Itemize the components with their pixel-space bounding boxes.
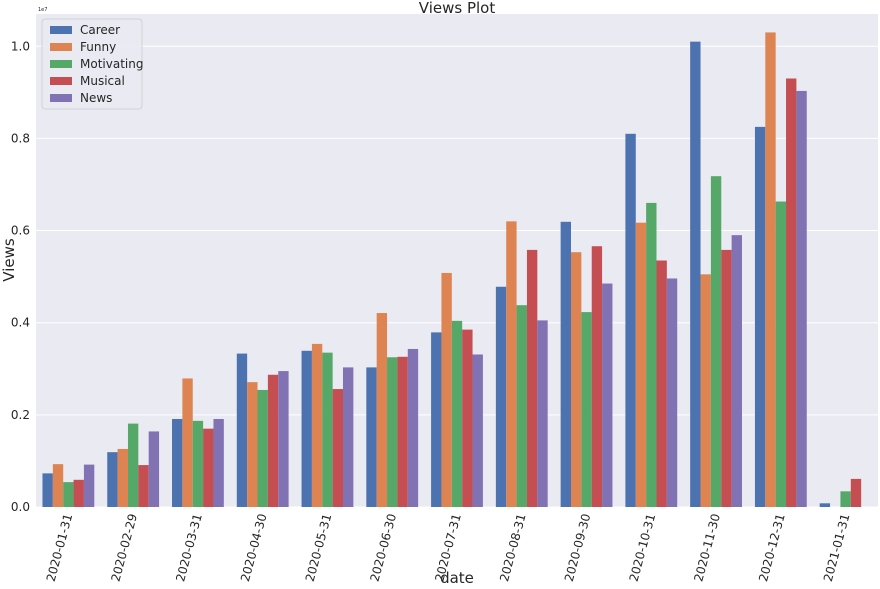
bar xyxy=(731,235,742,507)
bar xyxy=(560,221,571,508)
bar xyxy=(73,479,84,507)
bar xyxy=(397,356,408,507)
y-tick-label: 0.4 xyxy=(11,316,30,330)
legend-swatch xyxy=(50,60,72,68)
legend-label: Funny xyxy=(80,40,116,54)
legend-frame xyxy=(41,18,143,110)
bar xyxy=(754,126,766,507)
legend-swatch xyxy=(50,94,72,102)
legend-label: Motivating xyxy=(80,57,143,71)
bar xyxy=(182,378,193,507)
bar xyxy=(495,286,507,507)
bar xyxy=(257,389,268,507)
bar xyxy=(721,249,732,507)
bar xyxy=(107,452,118,507)
bar xyxy=(203,428,214,507)
y-tick-label: 1.0 xyxy=(11,39,30,53)
bar xyxy=(322,352,333,507)
bar xyxy=(332,389,344,507)
bar xyxy=(850,478,862,507)
bar xyxy=(247,382,258,507)
bar xyxy=(267,374,279,507)
bar xyxy=(516,305,527,507)
bar xyxy=(301,350,312,507)
bar xyxy=(635,222,647,507)
bar xyxy=(666,278,678,507)
bar xyxy=(376,313,388,507)
bar xyxy=(311,343,323,507)
y-tick-label: 0.8 xyxy=(11,131,30,145)
bar xyxy=(625,133,636,508)
bar xyxy=(407,348,419,507)
bar xyxy=(506,221,517,508)
bar xyxy=(591,246,603,507)
bar xyxy=(840,491,851,507)
bar xyxy=(451,320,463,507)
bar xyxy=(431,332,442,507)
bar xyxy=(656,260,667,507)
legend-label: Musical xyxy=(80,74,125,88)
legend-swatch xyxy=(50,77,72,85)
bar xyxy=(278,371,289,507)
bar xyxy=(786,78,797,507)
legend-swatch xyxy=(50,26,72,34)
legend-label: News xyxy=(80,91,112,105)
bar xyxy=(462,329,473,507)
bar xyxy=(236,353,248,507)
bar xyxy=(172,418,183,507)
bar xyxy=(690,41,701,507)
y-tick-labels: 0.0 0.2 0.4 0.6 0.8 1.0 xyxy=(11,39,30,514)
chart-title: Views Plot xyxy=(419,0,496,17)
bar xyxy=(192,420,204,507)
bar xyxy=(472,354,483,507)
bar xyxy=(765,32,776,508)
bar xyxy=(796,90,807,508)
bar xyxy=(819,503,831,507)
bar xyxy=(138,465,149,507)
bar xyxy=(148,431,160,507)
bar xyxy=(343,367,354,507)
y-axis-label: Views xyxy=(0,238,18,282)
bar xyxy=(52,464,64,507)
y-tick-label: 0.2 xyxy=(11,408,30,422)
y-offset-label: 1e7 xyxy=(38,7,47,13)
legend-label: Career xyxy=(80,23,120,37)
bar xyxy=(387,357,398,507)
bar xyxy=(42,473,53,507)
bar xyxy=(570,252,582,507)
bar xyxy=(117,448,128,507)
x-axis-label: date xyxy=(440,569,474,587)
bar xyxy=(646,202,657,507)
bar xyxy=(710,176,722,508)
y-tick-label: 0.0 xyxy=(11,500,30,514)
bars-group xyxy=(42,32,862,508)
bar xyxy=(581,312,592,507)
bar xyxy=(213,418,224,507)
bar xyxy=(441,272,452,507)
bar xyxy=(63,482,74,507)
bar xyxy=(127,423,139,507)
bar xyxy=(83,464,95,507)
y-tick-label: 0.6 xyxy=(11,224,30,238)
legend: Career Funny Motivating Musical News xyxy=(41,18,143,110)
legend-swatch xyxy=(50,43,72,51)
bar xyxy=(366,367,377,507)
bar xyxy=(602,283,613,507)
bar xyxy=(700,274,711,507)
bar xyxy=(526,249,538,507)
bar xyxy=(537,320,548,507)
bar xyxy=(775,201,787,507)
